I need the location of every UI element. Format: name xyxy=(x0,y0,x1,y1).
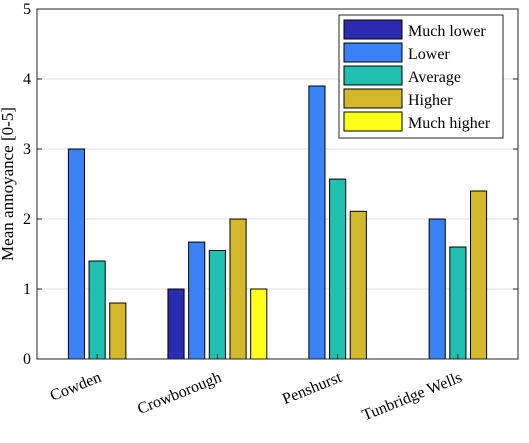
y-tick-label: 5 xyxy=(23,1,31,18)
x-axis-ticks: Cowden Crowborough Penshurst Tunbridge Well… xyxy=(48,354,465,424)
bar xyxy=(88,260,106,360)
bar xyxy=(67,148,86,360)
bar xyxy=(428,218,446,360)
plot-area-frame xyxy=(36,8,519,360)
y-tick-label: 4 xyxy=(23,71,31,88)
legend-swatch xyxy=(343,111,403,132)
bar xyxy=(308,85,326,360)
bar xyxy=(329,178,347,360)
legend-swatch xyxy=(343,88,403,109)
legend-label: Much lower xyxy=(408,23,486,40)
y-axis-label: Mean annoyance [0-5] xyxy=(0,107,17,261)
legend: Much lower Lower Average Higher Much higher xyxy=(338,14,504,139)
legend-label: Much higher xyxy=(408,115,491,132)
x-tick-label: Cowden xyxy=(48,369,104,405)
x-tick-label: Tunbridge Wells xyxy=(360,369,465,424)
bar xyxy=(109,302,127,360)
bar xyxy=(188,241,206,360)
bars xyxy=(67,85,488,360)
bar xyxy=(349,210,367,360)
x-tick-label: Penshurst xyxy=(280,369,345,408)
y-tick-label: 0 xyxy=(23,351,31,368)
y-axis-ticks: 0 1 2 3 4 5 xyxy=(23,1,518,368)
legend-swatch xyxy=(343,42,403,63)
bar xyxy=(469,190,488,360)
legend-swatch xyxy=(343,65,403,86)
bar xyxy=(167,288,185,360)
y-tick-label: 2 xyxy=(23,211,31,228)
y-tick-label: 3 xyxy=(23,141,31,158)
legend-label: Higher xyxy=(408,92,453,109)
legend-label: Lower xyxy=(408,46,450,63)
bar xyxy=(208,250,226,360)
y-tick-label: 1 xyxy=(23,281,31,298)
legend-swatch xyxy=(343,19,403,40)
bar xyxy=(229,218,247,360)
legend-label: Average xyxy=(408,69,461,86)
bar xyxy=(250,288,268,360)
bar xyxy=(449,246,467,360)
x-tick-label: Crowborough xyxy=(135,369,224,418)
